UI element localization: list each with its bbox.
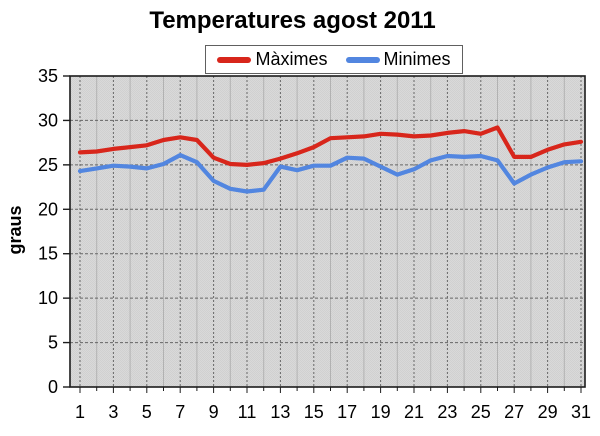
x-tick-label: 21 bbox=[404, 402, 424, 422]
y-tick-label: 15 bbox=[38, 244, 58, 264]
series-line-minimes bbox=[77, 153, 584, 194]
y-tick-label: 30 bbox=[38, 110, 58, 130]
series-line-maximes bbox=[77, 125, 584, 167]
x-tick-label: 17 bbox=[337, 402, 357, 422]
x-tick-label: 11 bbox=[238, 402, 257, 422]
y-tick-label: 10 bbox=[38, 288, 58, 308]
chart-title: Temperatures agost 2011 bbox=[149, 7, 436, 34]
x-tick-label: 23 bbox=[437, 402, 457, 422]
x-tick-label: 5 bbox=[142, 402, 152, 422]
x-tick-label: 9 bbox=[209, 402, 219, 422]
x-tick-label: 19 bbox=[371, 402, 391, 422]
x-tick-label: 7 bbox=[175, 402, 185, 422]
y-tick-label: 20 bbox=[38, 199, 58, 219]
x-tick-label: 27 bbox=[504, 402, 524, 422]
chart-legend: Màximes Minimes bbox=[205, 45, 463, 74]
legend-entry-maximes: Màximes bbox=[217, 49, 328, 70]
legend-label-minimes: Minimes bbox=[383, 49, 451, 69]
y-tick-label: 35 bbox=[38, 66, 58, 86]
y-tick-label: 0 bbox=[48, 377, 58, 397]
x-tick-label: 15 bbox=[304, 402, 324, 422]
minimes-line-swatch bbox=[345, 56, 380, 63]
legend-label-maximes: Màximes bbox=[255, 49, 328, 69]
y-tick-label: 25 bbox=[38, 155, 58, 175]
x-tick-label: 25 bbox=[471, 402, 491, 422]
plot-border bbox=[69, 75, 586, 388]
x-tick-label: 3 bbox=[108, 402, 118, 422]
maximes-line-swatch bbox=[217, 56, 252, 63]
x-tick-label: 29 bbox=[538, 402, 558, 422]
x-tick-label: 1 bbox=[75, 402, 85, 422]
x-tick-label: 13 bbox=[270, 402, 290, 422]
y-tick-label: 5 bbox=[48, 333, 58, 353]
x-tick-label: 31 bbox=[571, 402, 591, 422]
legend-entry-minimes: Minimes bbox=[345, 49, 451, 70]
